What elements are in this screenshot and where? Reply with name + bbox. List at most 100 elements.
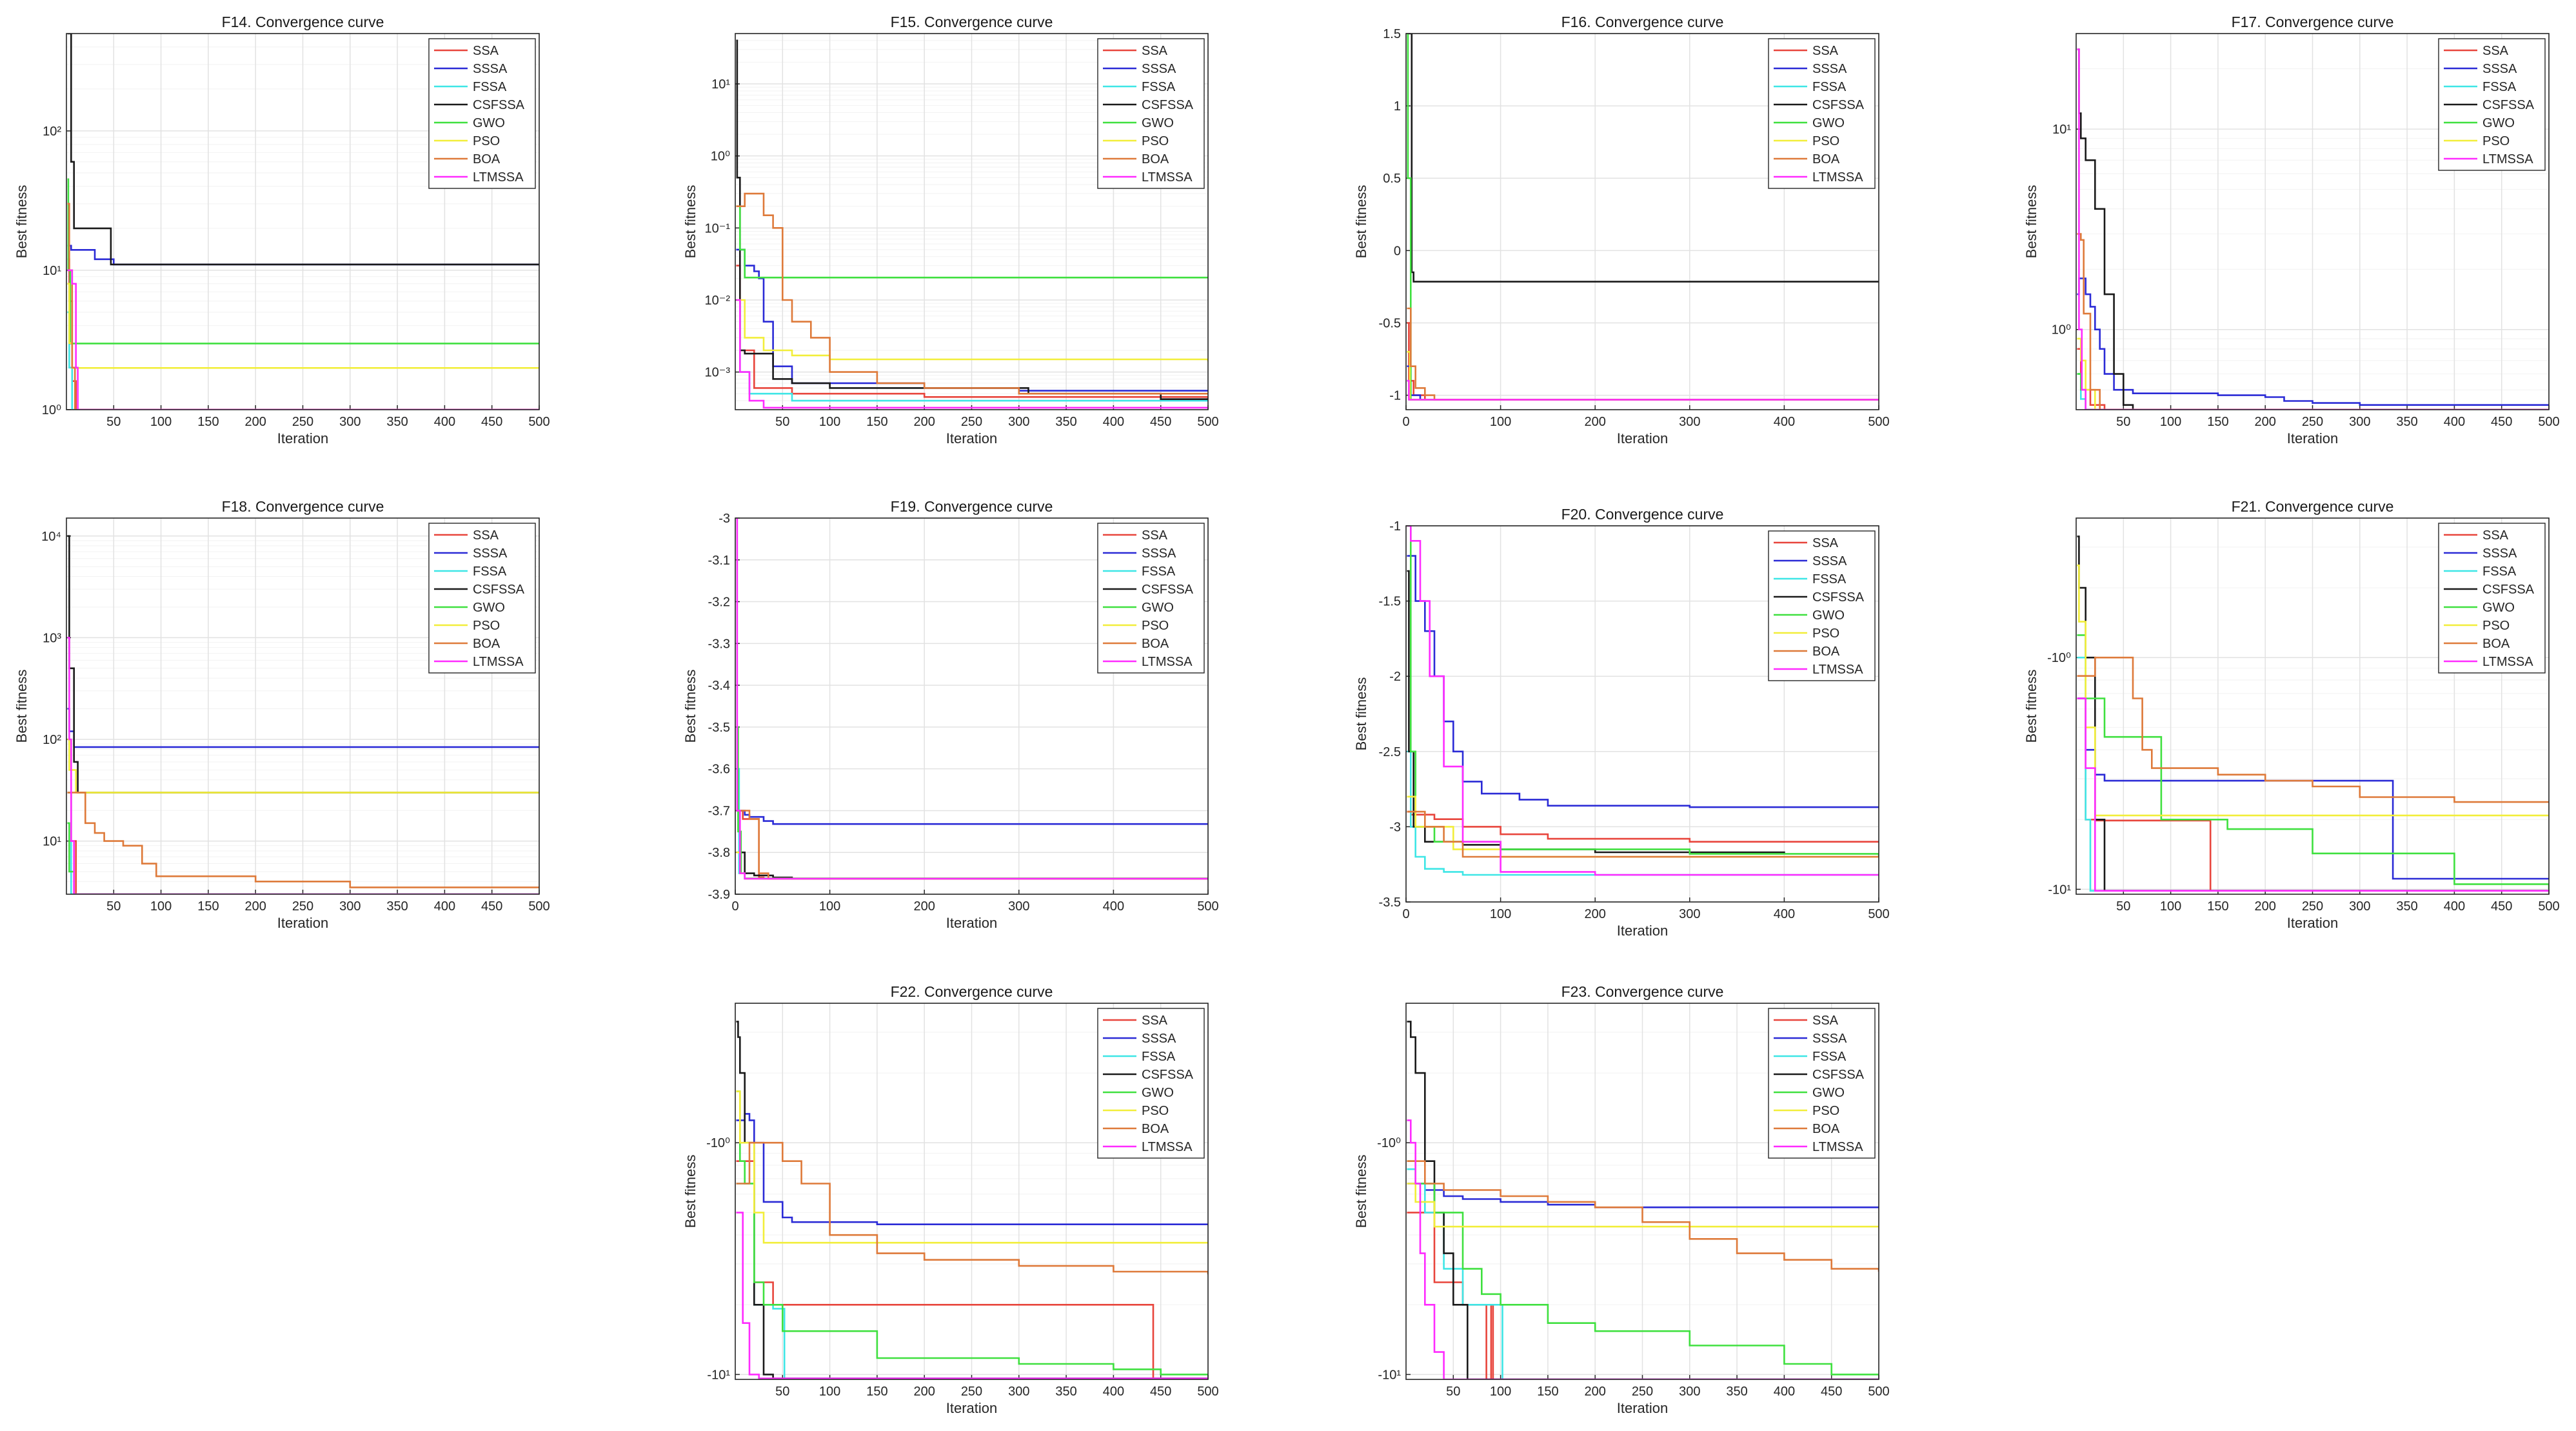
f21-y-tick-label: -10¹ — [2048, 883, 2071, 897]
f14-legend-label-ssa: SSA — [473, 44, 499, 58]
f22-series-group — [736, 1021, 1208, 1379]
f23-x-tick-label: 350 — [1726, 1385, 1747, 1399]
f19-legend-label-ssa: SSA — [1142, 528, 1168, 543]
f22-x-tick-label: 200 — [914, 1385, 935, 1399]
f22-line-boa — [736, 1141, 1208, 1275]
f14-line-sssa — [67, 245, 539, 266]
f20-legend-label-fssa: FSSA — [1812, 572, 1847, 586]
f14-x-tick-label: 300 — [339, 415, 361, 429]
f21-x-axis-label: Iteration — [2287, 915, 2339, 931]
f14-y-tick-label: 10² — [43, 125, 61, 139]
f16-line-ltmssa — [1407, 379, 1879, 401]
f16-x-tick-label: 300 — [1679, 415, 1700, 429]
f15-line-pso — [736, 299, 1208, 362]
f15-legend-label-ltmssa: LTMSSA — [1142, 170, 1193, 185]
f15-y-axis-label: Best fitness — [682, 185, 698, 259]
f20-y-tick-label: -3.5 — [1379, 896, 1401, 910]
f14-y-axis-label: Best fitness — [14, 185, 30, 259]
f14-axes-frame — [66, 33, 540, 410]
f22-x-tick-label: 400 — [1103, 1385, 1124, 1399]
f18-line-csfssa — [67, 535, 539, 794]
f23-x-tick-label: 150 — [1537, 1385, 1558, 1399]
f15-legend-label-sssa: SSSA — [1142, 62, 1176, 76]
f19-line-boa — [736, 810, 1208, 880]
f20-line-sssa — [1407, 555, 1879, 808]
f18-legend-box — [428, 523, 536, 674]
f14-legend-label-gwo: GWO — [473, 116, 505, 130]
f23-axes-frame — [1405, 1003, 1879, 1380]
f14-legend-label-boa: BOA — [473, 152, 500, 166]
f15-y-tick-label: 10⁻² — [705, 294, 731, 308]
f22-y-axis-label: Best fitness — [682, 1155, 698, 1228]
f21-line-gwo — [2077, 634, 2549, 890]
f22-legend-label-pso: PSO — [1142, 1104, 1169, 1118]
f20-x-tick-label: 100 — [1490, 907, 1511, 921]
f20-line-gwo — [1407, 526, 1879, 857]
f17-legend-label-sssa: SSSA — [2482, 62, 2517, 76]
f20-line-ltmssa — [1407, 526, 1879, 876]
f22-y-tick-label: -10¹ — [707, 1368, 730, 1382]
f17-line-csfssa — [2077, 48, 2549, 410]
f23-line-boa — [1407, 1160, 1879, 1272]
f18-x-axis-label: Iteration — [277, 915, 329, 931]
f21-x-tick-label: 100 — [2160, 899, 2181, 914]
f21-legend-label-sssa: SSSA — [2482, 546, 2517, 561]
f17-series-group — [2077, 48, 2549, 410]
f15-legend: SSA SSSA FSSA CSFSSA GWO PSO BOA LTMSSA — [1097, 38, 1205, 189]
f16-y-tick-label: 0 — [1394, 244, 1401, 258]
f17-x-tick-label: 350 — [2396, 415, 2417, 429]
f19-x-tick-label: 400 — [1103, 899, 1124, 914]
f15-x-tick-label: 50 — [775, 415, 789, 429]
f18-axes-frame — [66, 517, 540, 895]
f19-line-ltmssa — [736, 518, 1208, 880]
f15-axes-frame — [735, 33, 1209, 410]
f23-legend-label-csfssa: CSFSSA — [1812, 1068, 1865, 1082]
f16-legend-label-sssa: SSSA — [1812, 62, 1847, 76]
f21-y-axis-label: Best fitness — [2023, 670, 2039, 743]
f19-legend: SSA SSSA FSSA CSFSSA GWO PSO BOA LTMSSA — [1097, 523, 1205, 674]
f19-y-tick-label: -3.3 — [708, 637, 730, 651]
f21-legend-label-fssa: FSSA — [2482, 565, 2517, 579]
f18-x-tick-label: 300 — [339, 899, 361, 914]
f14-y-tick-label: 10¹ — [43, 264, 61, 278]
f19-legend-label-boa: BOA — [1142, 637, 1169, 651]
f19-x-axis-label: Iteration — [946, 915, 998, 931]
f23-x-tick-label: 300 — [1679, 1385, 1700, 1399]
f18-legend-label-csfssa: CSFSSA — [473, 583, 525, 597]
f15-legend-label-ssa: SSA — [1142, 44, 1168, 58]
f19-legend-label-pso: PSO — [1142, 619, 1169, 633]
f23-x-tick-label: 50 — [1446, 1385, 1460, 1399]
f20-legend-label-gwo: GWO — [1812, 608, 1845, 623]
f18-legend: SSA SSSA FSSA CSFSSA GWO PSO BOA LTMSSA — [428, 523, 536, 674]
f22-x-tick-label: 500 — [1197, 1385, 1218, 1399]
f19-axes-frame — [735, 517, 1209, 895]
f20-line-fssa — [1407, 750, 1879, 876]
f23-x-tick-label: 500 — [1868, 1385, 1889, 1399]
f19-legend-label-fssa: FSSA — [1142, 565, 1176, 579]
f22-legend-label-boa: BOA — [1142, 1122, 1169, 1136]
f14-legend-label-ltmssa: LTMSSA — [473, 170, 524, 185]
f23-chart: 50 100 150 200 250 300 350 400 450 500 -10⁰ -10¹ F23… — [1353, 983, 1890, 1416]
f17-legend-label-fssa: FSSA — [2482, 80, 2517, 94]
f18-legend-label-fssa: FSSA — [473, 565, 507, 579]
f22-legend-label-csfssa: CSFSSA — [1142, 1068, 1194, 1082]
f15-x-tick-label: 150 — [866, 415, 887, 429]
f23-legend-label-fssa: FSSA — [1812, 1050, 1847, 1064]
f19-y-tick-label: -3.5 — [708, 721, 730, 735]
f17-x-tick-label: 450 — [2491, 415, 2512, 429]
f16-legend-label-ssa: SSA — [1812, 44, 1839, 58]
f15-title: F15. Convergence curve — [891, 14, 1053, 30]
f19-y-tick-label: -3.1 — [708, 554, 730, 568]
f19-legend-label-gwo: GWO — [1142, 601, 1174, 615]
f15-x-tick-label: 300 — [1008, 415, 1029, 429]
f17-y-tick-label: 10⁰ — [2052, 323, 2071, 337]
f17-line-sssa — [2077, 277, 2549, 406]
f20-x-tick-label: 0 — [1402, 907, 1409, 921]
f18-line-boa — [67, 792, 539, 888]
f17-line-boa — [2077, 233, 2549, 410]
f22-axes-frame — [735, 1003, 1209, 1380]
f23-legend-label-gwo: GWO — [1812, 1086, 1845, 1100]
f14-x-tick-label: 350 — [386, 415, 408, 429]
f14-line-pso — [67, 283, 539, 369]
f17-line-pso — [2077, 337, 2549, 410]
